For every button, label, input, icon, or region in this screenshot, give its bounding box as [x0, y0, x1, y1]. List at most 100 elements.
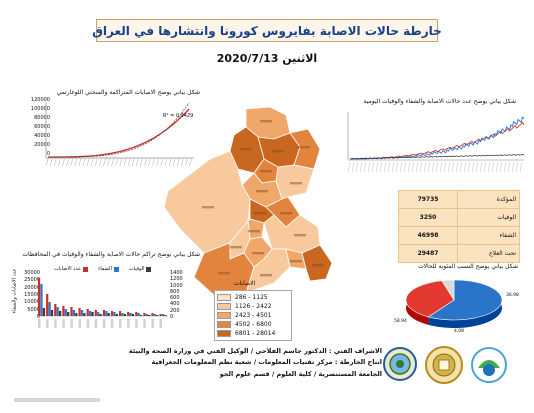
province-bar-deaths [123, 314, 126, 316]
province-bar-deaths [83, 313, 86, 316]
map-region-babil [247, 218, 265, 240]
map-province-label-mark [294, 234, 306, 237]
daily-x-tick-mark [507, 161, 511, 173]
cumulative-x-tick-mark [49, 158, 53, 167]
province-bar-cases [127, 312, 130, 316]
daily-x-tick-mark [495, 161, 499, 173]
map-province-label-mark [260, 274, 272, 277]
cumulative-x-tick-mark [135, 158, 139, 167]
province-bar-deaths [91, 312, 94, 316]
stats-row-under-treatment: 29487 تحت العلاج [398, 244, 520, 263]
map-legend-swatch [217, 294, 231, 301]
province-bar-recovered [153, 314, 156, 316]
province-bar-cases [86, 309, 89, 316]
daily-x-tick-mark [359, 161, 363, 173]
daily-x-tick-mark [487, 161, 491, 173]
province-bar-deaths [148, 315, 151, 316]
daily-x-tick-mark [499, 161, 503, 173]
cumulative-y-tick-label: 120000 [30, 97, 50, 103]
province-bar-recovered [121, 313, 124, 316]
stats-row-deaths: 3250 الوفيات [398, 208, 520, 227]
province-bar-cases [159, 314, 162, 316]
daily-x-tick-mark [347, 161, 351, 173]
province-bar-cases [94, 310, 97, 316]
province-bar-cases [54, 304, 57, 316]
province-bar-cases [143, 313, 146, 316]
credit-line-2: انتاج الخارطة : مركز تقنيات المعلومات / … [151, 358, 382, 366]
daily-x-tick-mark [427, 161, 431, 173]
province-x-tick-mark [119, 319, 122, 328]
map-legend-label: 4502 - 6800 [235, 321, 272, 328]
province-left-tick-label: 5000 [27, 306, 40, 313]
university-logo [425, 346, 463, 384]
data-source-note [14, 398, 100, 402]
map-legend-label: 2423 - 4501 [235, 312, 272, 319]
map-province-label-mark [272, 150, 284, 153]
daily-x-tick-mark [419, 161, 423, 173]
daily-x-tick-mark [451, 161, 455, 173]
daily-x-tick-mark [367, 161, 371, 173]
province-bar-recovered [97, 312, 100, 316]
stats-label: الوفيات [457, 208, 520, 227]
province-x-tick-mark [159, 319, 162, 328]
stats-row-confirmed: 79735 المؤكدة [398, 190, 520, 209]
daily-x-tick-mark [475, 161, 479, 173]
cumulative-x-tick-mark [164, 158, 168, 167]
province-bar-cases [151, 313, 154, 316]
pie-label-under-treatment: 36.98 [506, 292, 519, 298]
map-province-label-mark [252, 252, 264, 255]
province-bar-deaths [99, 314, 102, 316]
map-legend-swatch [217, 303, 231, 310]
province-right-tick-label: 800 [170, 288, 180, 295]
pie-chart-title: شكل بياني يوضح النسب المئوية للحالات [417, 263, 518, 270]
province-x-tick-mark [102, 319, 106, 328]
province-bar-cases [78, 308, 81, 316]
cumulative-x-tick-mark [78, 158, 82, 167]
cumulative-trend-line [48, 102, 190, 158]
map-legend: 286 - 1125 1126 - 2422 2423 - 4501 4502 … [214, 290, 292, 341]
cumulative-x-tick-mark [82, 158, 86, 167]
cumulative-y-tick-label: 0 [46, 151, 50, 157]
cumulative-x-tick-mark [62, 158, 65, 167]
province-bar-recovered [80, 310, 84, 316]
province-x-tick-mark [78, 319, 81, 328]
map-region-nineveh [229, 126, 265, 174]
cumulative-x-tick-mark [111, 158, 114, 167]
province-bar-recovered [113, 312, 116, 316]
daily-x-tick-mark [363, 161, 367, 173]
map-province-label-mark [260, 170, 272, 173]
daily-x-tick-mark [351, 161, 355, 173]
province-x-tick-mark [135, 319, 138, 328]
province-left-tick-label: 30000 [24, 270, 40, 276]
stats-label: الشفاء [457, 226, 520, 245]
province-chart-title: شكل بياني يوضح تراكم حالات الاصابة والشف… [22, 251, 200, 258]
cumulative-x-tick-marks [45, 158, 192, 167]
cumulative-x-tick-mark [123, 158, 127, 167]
province-bar-cases [110, 311, 114, 316]
province-left-tick-label: 15000 [24, 292, 40, 298]
cumulative-x-tick-mark [45, 158, 49, 167]
daily-x-tick-mark [411, 161, 415, 173]
daily-x-tick-mark [391, 161, 395, 173]
cumulative-x-tick-mark [185, 158, 188, 167]
province-right-tick-label: 400 [170, 301, 180, 308]
cumulative-x-tick-mark [127, 158, 131, 167]
province-bar-cases [119, 311, 122, 316]
cumulative-x-tick-mark [189, 158, 192, 167]
map-province-label-mark [290, 182, 302, 185]
daily-x-tick-mark [403, 161, 407, 173]
cumulative-x-tick-mark [70, 158, 73, 167]
province-left-tick-label: 20000 [24, 284, 40, 291]
map-title: خارطة حالات الاصابة بفايروس كورونا وانتش… [92, 23, 442, 38]
province-bar-cases [135, 312, 138, 316]
province-bar-recovered [161, 314, 165, 316]
pie-slice [441, 279, 455, 302]
cumulative-chart-plot [45, 102, 194, 167]
credit-line-1: الاشراف الفني : الدكتور جاسم الفلاحي / ا… [128, 347, 382, 355]
province-bar-recovered [72, 310, 75, 316]
map-date: الاثنين 2020/7/13 [216, 52, 318, 65]
cumulative-x-tick-mark [94, 158, 98, 167]
daily-x-tick-mark [399, 161, 403, 173]
province-bar-deaths [164, 315, 167, 316]
map-province-label-mark [202, 206, 214, 209]
